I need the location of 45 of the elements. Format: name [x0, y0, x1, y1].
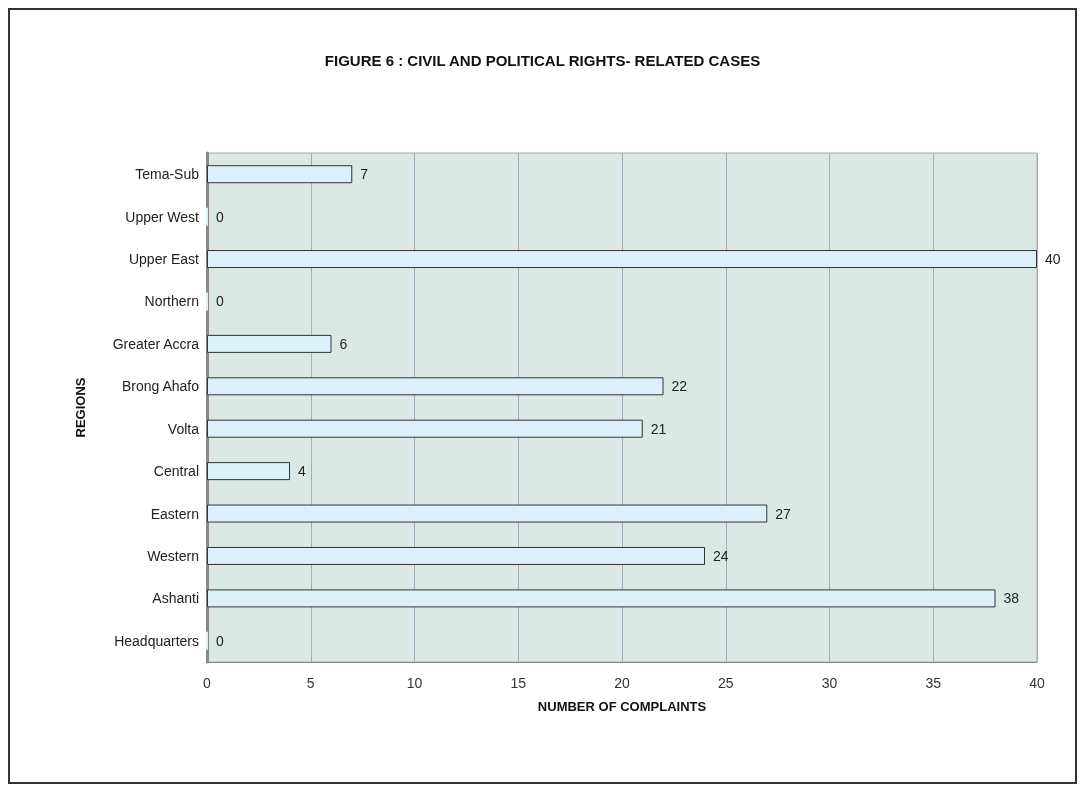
x-tick-label: 40 — [1029, 675, 1045, 691]
y-tick-label: Eastern — [150, 505, 199, 522]
y-tick-label: Ashanti — [152, 590, 199, 607]
x-tick-label: 10 — [406, 675, 423, 691]
bar — [207, 546, 705, 565]
data-label: 7 — [360, 166, 369, 183]
bar — [207, 250, 1037, 269]
data-label: 0 — [216, 293, 224, 310]
y-tick-label: Headquarters — [114, 632, 199, 649]
x-tick-label: 20 — [614, 675, 630, 691]
y-tick-label: Volta — [167, 420, 200, 437]
bar — [207, 589, 996, 608]
y-tick-label: Western — [147, 547, 199, 564]
y-tick-label: Brong Ahafo — [121, 378, 200, 395]
y-tick-label: Upper East — [128, 251, 200, 268]
bar — [207, 419, 643, 438]
data-label: 27 — [775, 505, 792, 522]
data-label: 21 — [650, 420, 667, 437]
y-tick-label: Upper West — [125, 208, 200, 225]
x-tick-label: 35 — [925, 675, 942, 691]
chart-title: FIGURE 6 : CIVIL AND POLITICAL RIGHTS- RELATED CASES — [324, 52, 761, 69]
data-label: 24 — [713, 547, 729, 564]
data-label: 40 — [1045, 251, 1061, 268]
data-label: 0 — [216, 208, 224, 225]
data-label: 38 — [1003, 590, 1020, 607]
x-tick-label: 0 — [203, 675, 212, 691]
y-tick-label: Central — [153, 463, 199, 480]
bar — [207, 377, 664, 396]
x-tick-label: 15 — [510, 675, 527, 691]
y-axis-title: REGIONS — [73, 377, 88, 438]
data-label: 0 — [216, 632, 224, 649]
x-axis-title: NUMBER OF COMPLAINTS — [537, 699, 707, 714]
y-tick-label: Tema-Sub — [135, 166, 200, 183]
bar — [207, 165, 353, 184]
data-label: 22 — [671, 378, 688, 395]
data-label: 6 — [339, 335, 348, 352]
x-tick-label: 30 — [821, 675, 838, 691]
x-tick-label: 25 — [717, 675, 734, 691]
y-tick-label: Greater Accra — [112, 335, 200, 352]
bar — [207, 504, 768, 523]
y-tick-label: Northern — [144, 293, 199, 310]
data-label: 4 — [298, 463, 306, 480]
x-tick-label: 5 — [306, 675, 315, 691]
bar — [207, 334, 332, 353]
bar — [207, 462, 290, 481]
